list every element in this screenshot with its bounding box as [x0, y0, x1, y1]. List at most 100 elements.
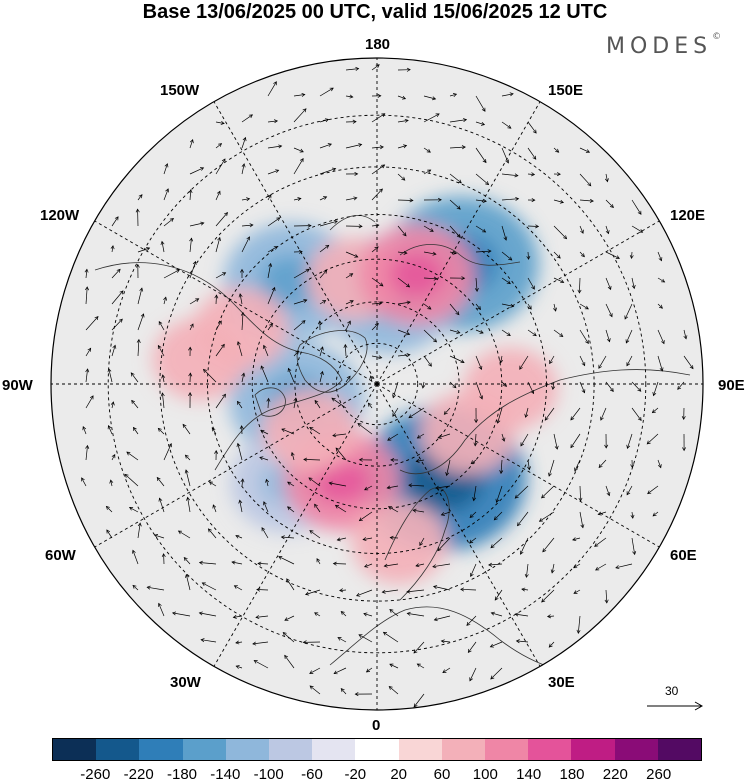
- wind-arrow: [163, 218, 174, 227]
- wind-arrowhead: [429, 228, 434, 232]
- coast-greenland: [296, 330, 368, 393]
- wind-arrowhead: [482, 228, 487, 233]
- wind-arrowhead: [218, 143, 223, 147]
- wind-arrow: [570, 433, 581, 448]
- wind-arrowhead: [406, 300, 411, 305]
- wind-arrow: [172, 612, 191, 617]
- wind-arrowhead: [235, 534, 240, 539]
- wind-arrowhead: [456, 330, 461, 334]
- wind-arrowhead: [496, 419, 501, 424]
- wind-arrow: [288, 368, 295, 383]
- wind-arrow: [627, 433, 633, 449]
- wind-arrow: [449, 303, 460, 315]
- colorbar-segment: [269, 739, 313, 760]
- map-title: Base 13/06/2025 00 UTC, valid 15/06/2025…: [142, 1, 608, 23]
- wind-arrowhead: [433, 338, 438, 343]
- colorbar-segment: [182, 739, 226, 760]
- wind-arrow: [525, 407, 529, 418]
- wind-arrowhead: [278, 144, 283, 149]
- wind-arrow: [491, 612, 503, 617]
- wind-arrow: [156, 477, 165, 487]
- wind-arrow: [624, 303, 633, 320]
- wind-arrowhead: [324, 118, 330, 123]
- wind-arrow: [314, 400, 321, 409]
- wind-arrow: [215, 394, 226, 409]
- wind-arrow: [515, 613, 529, 617]
- wind-arrow: [392, 381, 399, 398]
- wind-arrowhead: [212, 504, 217, 509]
- wind-arrow: [417, 663, 425, 669]
- wind-arrowhead: [478, 365, 483, 370]
- wind-arrowhead: [652, 512, 657, 517]
- wind-arrow: [371, 188, 383, 201]
- wind-arrow: [598, 459, 607, 468]
- wind-arrow: [337, 537, 347, 541]
- wind-arrow: [605, 589, 608, 603]
- wind-arrow: [605, 225, 609, 234]
- wind-arrowhead: [240, 478, 245, 483]
- wind-arrow: [235, 535, 243, 539]
- colorbar-segment: [528, 739, 572, 760]
- wind-arrowhead: [408, 483, 413, 488]
- wind-arrowhead: [332, 561, 337, 566]
- wind-arrow: [438, 433, 451, 439]
- wind-arrowhead: [515, 639, 520, 644]
- wind-arrow: [408, 407, 425, 418]
- wind-arrowhead: [186, 496, 190, 501]
- wind-arrow: [110, 480, 113, 487]
- coast-scandinavia: [384, 487, 450, 601]
- wind-arrowhead: [531, 172, 536, 177]
- wind-arrow: [501, 277, 511, 284]
- wind-arrowhead: [406, 589, 411, 594]
- wind-arrow: [267, 263, 272, 279]
- wind-arrowhead: [432, 564, 437, 569]
- wind-arrow: [364, 485, 373, 491]
- wind-arrow: [231, 561, 243, 565]
- wind-arrowhead: [305, 591, 310, 596]
- wind-arrow: [605, 485, 610, 496]
- wind-arrowhead: [314, 612, 319, 616]
- wind-arrow: [475, 277, 478, 292]
- meridian-line: [376, 383, 660, 548]
- wind-arrow: [237, 401, 243, 409]
- wind-arrowhead: [597, 511, 602, 516]
- wind-arrow: [293, 350, 299, 357]
- wind-arrow: [215, 143, 222, 149]
- wind-arrow: [657, 277, 665, 283]
- wind-arrowhead: [82, 426, 87, 431]
- wind-arrowhead: [343, 343, 348, 348]
- wind-arrow: [475, 329, 484, 334]
- wind-arrow: [605, 199, 614, 208]
- wind-arrowhead: [246, 236, 251, 241]
- wind-arrow: [579, 199, 594, 202]
- wind-arrow: [475, 173, 489, 185]
- wind-arrowhead: [262, 344, 267, 349]
- wind-arrowhead: [317, 320, 322, 325]
- wind-arrow: [368, 402, 373, 409]
- wind-arrowhead: [235, 665, 240, 669]
- wind-arrow: [133, 427, 139, 435]
- wind-arrow: [371, 246, 379, 253]
- wind-arrow: [469, 667, 477, 681]
- wind-arrow: [131, 400, 139, 409]
- wind-arrow: [287, 481, 295, 487]
- wind-arrowhead: [183, 556, 188, 561]
- wind-arrow: [652, 407, 659, 413]
- wind-arrow: [573, 589, 581, 594]
- wind-arrowhead: [604, 599, 609, 604]
- wind-arrow: [579, 381, 585, 393]
- wind-arrow: [85, 316, 99, 331]
- wind-arrow: [345, 95, 353, 98]
- wind-arrow: [473, 485, 477, 501]
- wind-arrow: [371, 164, 385, 175]
- wind-arrowhead: [606, 492, 611, 497]
- wind-arrowhead: [570, 416, 575, 421]
- wind-arrowhead: [163, 296, 168, 301]
- wind-arrowhead: [544, 416, 549, 421]
- wind-arrowhead: [520, 442, 525, 447]
- wind-arrowhead: [389, 663, 394, 668]
- wind-arrow: [475, 225, 486, 233]
- wind-arrowhead: [535, 224, 540, 229]
- wind-arrowhead: [437, 197, 442, 202]
- wind-arrow: [340, 688, 347, 695]
